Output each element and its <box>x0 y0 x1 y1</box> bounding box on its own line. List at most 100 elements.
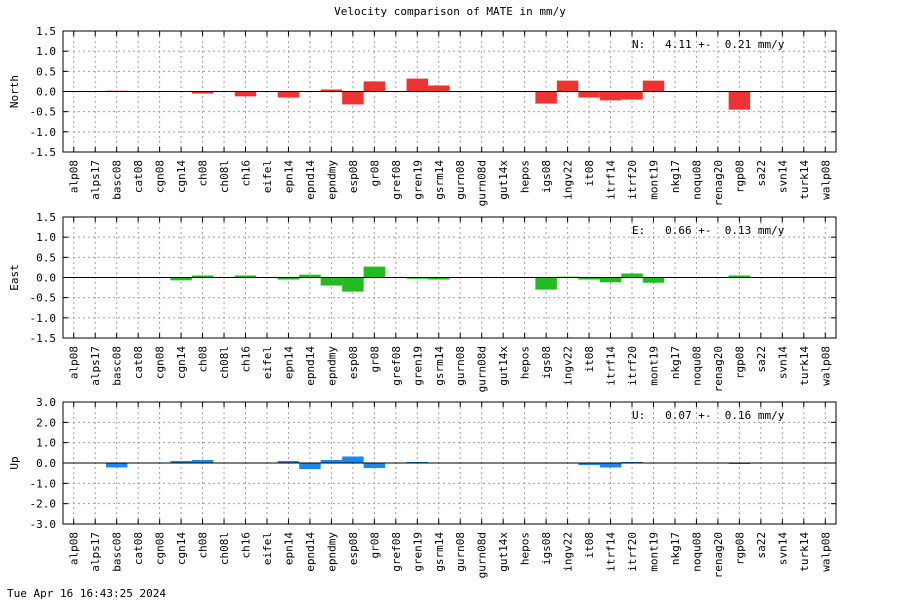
north-xtick-label-sa22: sa22 <box>755 160 768 187</box>
north-ytick-label: 1.0 <box>36 45 56 58</box>
up-ylabel: Up <box>8 456 21 469</box>
up-xtick-label-ingv22: ingv22 <box>562 532 575 572</box>
east-xtick-label-it08: it08 <box>583 346 596 373</box>
north-bar-epndmy <box>320 89 343 92</box>
up-xtick-label-cat08: cat08 <box>132 532 145 565</box>
east-annotation: E: 0.66 +- 0.13 mm/y <box>632 224 785 237</box>
up-xtick-label-alp08: alp08 <box>68 532 81 565</box>
up-xtick-label-itrf20: itrf20 <box>626 532 639 572</box>
up-xtick-label-sa22: sa22 <box>755 532 768 559</box>
up-xtick-label-itrf14: itrf14 <box>605 532 618 572</box>
up-bar-esp08 <box>342 456 364 463</box>
east-bar-esp08 <box>342 277 364 292</box>
east-xtick-label-ch08: ch08 <box>197 346 210 373</box>
east-xtick-label-gref08: gref08 <box>390 346 403 386</box>
east-ytick-label: 1.5 <box>36 211 56 224</box>
up-bar-gren19 <box>406 461 429 463</box>
north-bar-it08 <box>578 91 600 98</box>
north-bar-gren19 <box>406 78 429 92</box>
up-xtick-label-gurn08d: gurn08d <box>476 532 489 578</box>
east-bar-epndmy <box>320 277 343 286</box>
east-xtick-label-epnd14: epnd14 <box>304 346 317 386</box>
east-xtick-label-esp08: esp08 <box>347 346 360 379</box>
north-xtick-label-gsrm14: gsrm14 <box>433 160 446 200</box>
up-bar-rgp08 <box>728 463 751 465</box>
up-bar-epndmy <box>320 459 343 463</box>
up-xtick-label-walp08: walp08 <box>819 532 832 572</box>
north-xtick-label-basc08: basc08 <box>111 160 124 200</box>
up-xtick-label-mont19: mont19 <box>647 532 660 572</box>
north-bar-ingv22 <box>556 80 579 92</box>
east-xtick-label-itrf20: itrf20 <box>626 346 639 386</box>
up-xtick-label-alps17: alps17 <box>89 532 102 572</box>
north-bar-epn14 <box>277 91 300 98</box>
north-xtick-label-igs08: igs08 <box>540 160 553 193</box>
east-xtick-label-epn14: epn14 <box>282 346 295 379</box>
north-bar-mont19 <box>642 80 665 92</box>
east-xtick-label-rgp08: rgp08 <box>733 346 746 379</box>
north-bar-ch16 <box>234 91 257 97</box>
up-xtick-label-epnd14: epnd14 <box>304 532 317 572</box>
north-xtick-label-renag20: renag20 <box>712 160 725 206</box>
north-xtick-label-esp08: esp08 <box>347 160 360 193</box>
east-ytick-label: 0.5 <box>36 251 56 264</box>
east-xtick-label-sa22: sa22 <box>755 346 768 373</box>
up-xtick-label-it08: it08 <box>583 532 596 559</box>
up-xtick-label-noqu08: noqu08 <box>690 532 703 572</box>
east-ylabel: East <box>8 264 21 291</box>
north-xtick-label-nkg17: nkg17 <box>669 160 682 193</box>
east-bar-ch16 <box>234 275 257 278</box>
east-xtick-label-renag20: renag20 <box>712 346 725 392</box>
east-bar-gren19 <box>406 277 429 279</box>
up-ytick-label: 3.0 <box>36 396 56 409</box>
north-xtick-label-rgp08: rgp08 <box>733 160 746 193</box>
east-ytick-label: -1.5 <box>30 332 57 345</box>
north-bar-itrf14 <box>599 91 622 101</box>
north-ytick-label: -1.0 <box>30 126 57 139</box>
up-xtick-label-renag20: renag20 <box>712 532 725 578</box>
up-xtick-label-cgn08: cgn08 <box>154 532 167 565</box>
up-ytick-label: 0.0 <box>36 457 56 470</box>
east-xtick-label-gren19: gren19 <box>411 346 424 386</box>
east-bar-ch08 <box>191 275 214 278</box>
timestamp: Tue Apr 16 16:43:25 2024 <box>7 587 166 600</box>
north-xtick-label-mont19: mont19 <box>647 160 660 200</box>
up-xtick-label-igs08: igs08 <box>540 532 553 565</box>
up-xtick-label-nkg17: nkg17 <box>669 532 682 565</box>
north-xtick-label-gr08: gr08 <box>368 160 381 187</box>
east-xtick-label-hepos: hepos <box>519 346 532 379</box>
east-xtick-label-cat08: cat08 <box>132 346 145 379</box>
up-bar-itrf14 <box>599 463 622 468</box>
up-xtick-label-gr08: gr08 <box>368 532 381 559</box>
up-ytick-label: 1.0 <box>36 437 56 450</box>
east-ytick-label: -1.0 <box>30 312 57 325</box>
up-bar-epnd14 <box>299 463 321 470</box>
up-bar-gr08 <box>363 463 386 469</box>
east-xtick-label-basc08: basc08 <box>111 346 124 386</box>
north-bar-rgp08 <box>728 91 751 110</box>
up-xtick-label-cgn14: cgn14 <box>175 532 188 565</box>
east-xtick-label-gsrm14: gsrm14 <box>433 346 446 386</box>
north-xtick-label-eifel: eifel <box>261 160 274 193</box>
north-xtick-label-gurn08d: gurn08d <box>476 160 489 206</box>
north-xtick-label-turk14: turk14 <box>798 160 811 200</box>
up-xtick-label-gut14x: gut14x <box>497 532 510 572</box>
up-xtick-label-gren19: gren19 <box>411 532 424 572</box>
up-bar-itrf20 <box>621 461 643 463</box>
up-plot-border <box>62 401 837 525</box>
up-bar-it08 <box>578 463 600 466</box>
north-xtick-label-gref08: gref08 <box>390 160 403 200</box>
north-xtick-label-epndmy: epndmy <box>325 160 338 200</box>
up-xtick-label-eifel: eifel <box>261 532 274 565</box>
east-bar-itrf14 <box>599 277 622 283</box>
north-bar-igs08 <box>535 91 557 104</box>
north-ytick-label: 1.5 <box>36 25 56 38</box>
up-xtick-label-turk14: turk14 <box>798 532 811 572</box>
up-xtick-label-gref08: gref08 <box>390 532 403 572</box>
east-bar-gr08 <box>363 266 386 278</box>
up-ytick-label: -3.0 <box>30 518 57 531</box>
east-xtick-label-ch16: ch16 <box>240 346 253 373</box>
north-bar-gr08 <box>363 81 386 92</box>
north-ytick-label: 0.5 <box>36 65 56 78</box>
up-ytick-label: -1.0 <box>30 477 57 490</box>
